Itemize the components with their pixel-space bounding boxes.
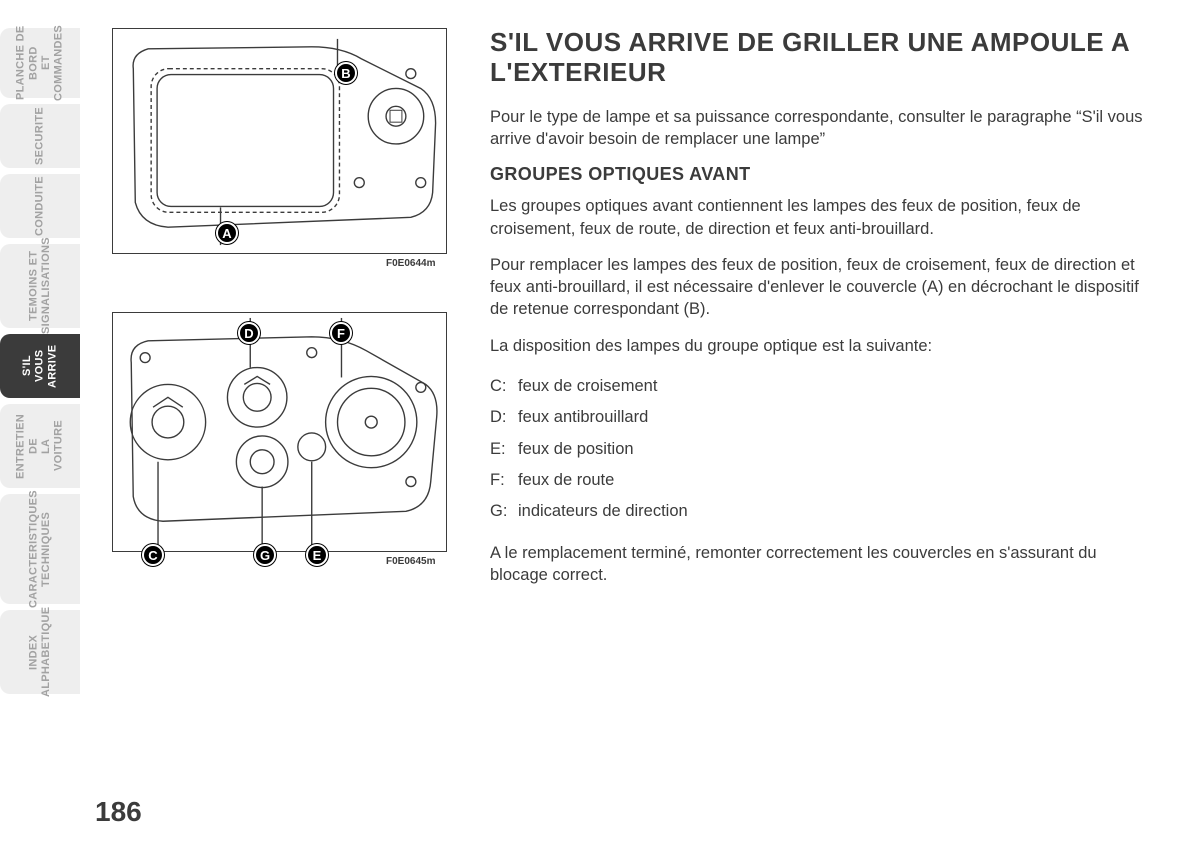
lamp-value: indicateurs de direction — [518, 496, 688, 527]
lamp-value: feux de croisement — [518, 371, 657, 402]
lamp-key: D: — [490, 402, 518, 433]
lamp-row-g: G: indicateurs de direction — [490, 496, 1145, 527]
lamp-row-f: F: feux de route — [490, 465, 1145, 496]
callout-b: B — [335, 62, 357, 84]
lamp-list: C: feux de croisement D: feux antibrouil… — [490, 371, 1145, 528]
page-title: S'IL VOUS ARRIVE DE GRILLER UNE AMPOULE … — [490, 28, 1145, 88]
tab-securite[interactable]: SECURITE — [0, 104, 80, 168]
lamp-key: F: — [490, 465, 518, 496]
paragraph-4: A le remplacement terminé, remonter corr… — [490, 542, 1145, 587]
lamp-value: feux de route — [518, 465, 614, 496]
callout-c: C — [142, 544, 164, 566]
paragraph-3: La disposition des lampes du groupe opti… — [490, 335, 1145, 357]
lamp-value: feux antibrouillard — [518, 402, 648, 433]
chapter-tabs: PLANCHE DE BORDET COMMANDES SECURITE CON… — [0, 28, 80, 694]
lamp-row-c: C: feux de croisement — [490, 371, 1145, 402]
paragraph-2: Pour remplacer les lampes des feux de po… — [490, 254, 1145, 321]
figure-headlamp-bulbs — [112, 312, 447, 552]
tab-planche-de-bord[interactable]: PLANCHE DE BORDET COMMANDES — [0, 28, 80, 98]
intro-paragraph: Pour le type de lampe et sa puissance co… — [490, 106, 1145, 151]
paragraph-1: Les groupes optiques avant contiennent l… — [490, 195, 1145, 240]
lamp-row-e: E: feux de position — [490, 434, 1145, 465]
lamp-row-d: D: feux antibrouillard — [490, 402, 1145, 433]
callout-e: E — [306, 544, 328, 566]
tab-entretien[interactable]: ENTRETIEN DELA VOITURE — [0, 404, 80, 488]
figure-headlamp-cover — [112, 28, 447, 254]
tab-caracteristiques[interactable]: CARACTERISTIQUESTECHNIQUES — [0, 494, 80, 604]
callout-g: G — [254, 544, 276, 566]
callout-f: F — [330, 322, 352, 344]
lamp-value: feux de position — [518, 434, 634, 465]
lamp-key: C: — [490, 371, 518, 402]
lamp-key: G: — [490, 496, 518, 527]
callout-a: A — [216, 222, 238, 244]
tab-conduite[interactable]: CONDUITE — [0, 174, 80, 238]
tab-temoins[interactable]: TEMOINS ETSIGNALISATIONS — [0, 244, 80, 328]
tab-sil-vous-arrive[interactable]: S'IL VOUSARRIVE — [0, 334, 80, 398]
callout-d: D — [238, 322, 260, 344]
page-number: 186 — [95, 796, 142, 828]
lamp-key: E: — [490, 434, 518, 465]
section-heading: GROUPES OPTIQUES AVANT — [490, 164, 1145, 185]
tab-index[interactable]: INDEXALPHABETIQUE — [0, 610, 80, 694]
main-content: S'IL VOUS ARRIVE DE GRILLER UNE AMPOULE … — [490, 28, 1145, 600]
